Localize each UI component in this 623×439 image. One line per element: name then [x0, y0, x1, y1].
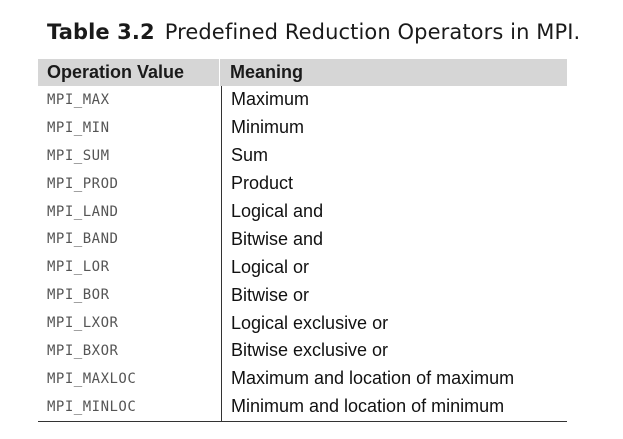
meaning-cell: Sum — [231, 145, 269, 166]
table-row: MPI_BAND Bitwise and — [38, 225, 567, 253]
header-meaning: Meaning — [230, 62, 304, 82]
operation-value-cell: MPI_MAXLOC — [47, 370, 137, 387]
operation-value-cell: MPI_MAX — [47, 91, 110, 108]
meaning-cell: Minimum and location of minimum — [231, 396, 505, 417]
meaning-cell: Product — [231, 173, 294, 194]
table-row: MPI_PROD Product — [38, 170, 567, 198]
header-operation-value: Operation Value — [38, 59, 220, 86]
operation-value-cell: MPI_BOR — [47, 287, 110, 304]
meaning-cell: Bitwise and — [231, 228, 324, 249]
meaning-cell: Logical or — [231, 256, 310, 277]
table-row: MPI_BXOR Bitwise exclusive or — [38, 337, 567, 365]
operation-value-cell: MPI_LXOR — [47, 315, 119, 332]
meaning-cell: Logical and — [231, 201, 324, 221]
table-caption: Table 3.2 Predefined Reduction Operators … — [47, 20, 580, 44]
meaning-cell: Bitwise or — [231, 284, 310, 305]
meaning-cell: Logical exclusive or — [231, 312, 389, 333]
table-row: MPI_MAXLOC Maximum and location of maxim… — [38, 365, 567, 393]
operation-value-cell: MPI_LAND — [47, 203, 119, 220]
operation-value-cell: MPI_BAND — [47, 231, 119, 248]
meaning-cell: Maximum — [231, 89, 310, 110]
table-row: MPI_MAX Maximum — [38, 86, 567, 114]
meaning-cell: Minimum — [231, 117, 305, 138]
operation-value-cell: MPI_PROD — [47, 175, 119, 192]
table-row: MPI_MIN Minimum — [38, 114, 567, 142]
table-bottom-rule — [38, 420, 567, 422]
table-body: MPI_MAX Maximum MPI_MIN Minimum MPI_SUM … — [38, 86, 567, 421]
table-number: Table 3.2 — [47, 20, 155, 44]
table-title: Predefined Reduction Operators in MPI. — [164, 20, 581, 44]
operation-value-cell: MPI_MINLOC — [47, 398, 137, 415]
table-row: MPI_SUM Sum — [38, 142, 567, 170]
operation-value-cell: MPI_BXOR — [47, 342, 119, 359]
operation-value-cell: MPI_SUM — [47, 147, 110, 164]
table-row: MPI_LAND Logical and — [38, 198, 567, 226]
table-row: MPI_MINLOC Minimum and location of minim… — [38, 393, 567, 421]
meaning-cell: Bitwise exclusive or — [231, 340, 389, 361]
reduction-operators-table: Operation Value Meaning MPI_MAX Maximum … — [38, 59, 567, 422]
operation-value-cell: MPI_LOR — [47, 259, 110, 276]
table-row: MPI_LXOR Logical exclusive or — [38, 309, 567, 337]
operation-value-cell: MPI_MIN — [47, 119, 110, 136]
meaning-cell: Maximum and location of maximum — [231, 368, 515, 389]
table-row: MPI_BOR Bitwise or — [38, 281, 567, 309]
table-row: MPI_LOR Logical or — [38, 253, 567, 281]
table-header: Operation Value Meaning — [38, 59, 567, 86]
